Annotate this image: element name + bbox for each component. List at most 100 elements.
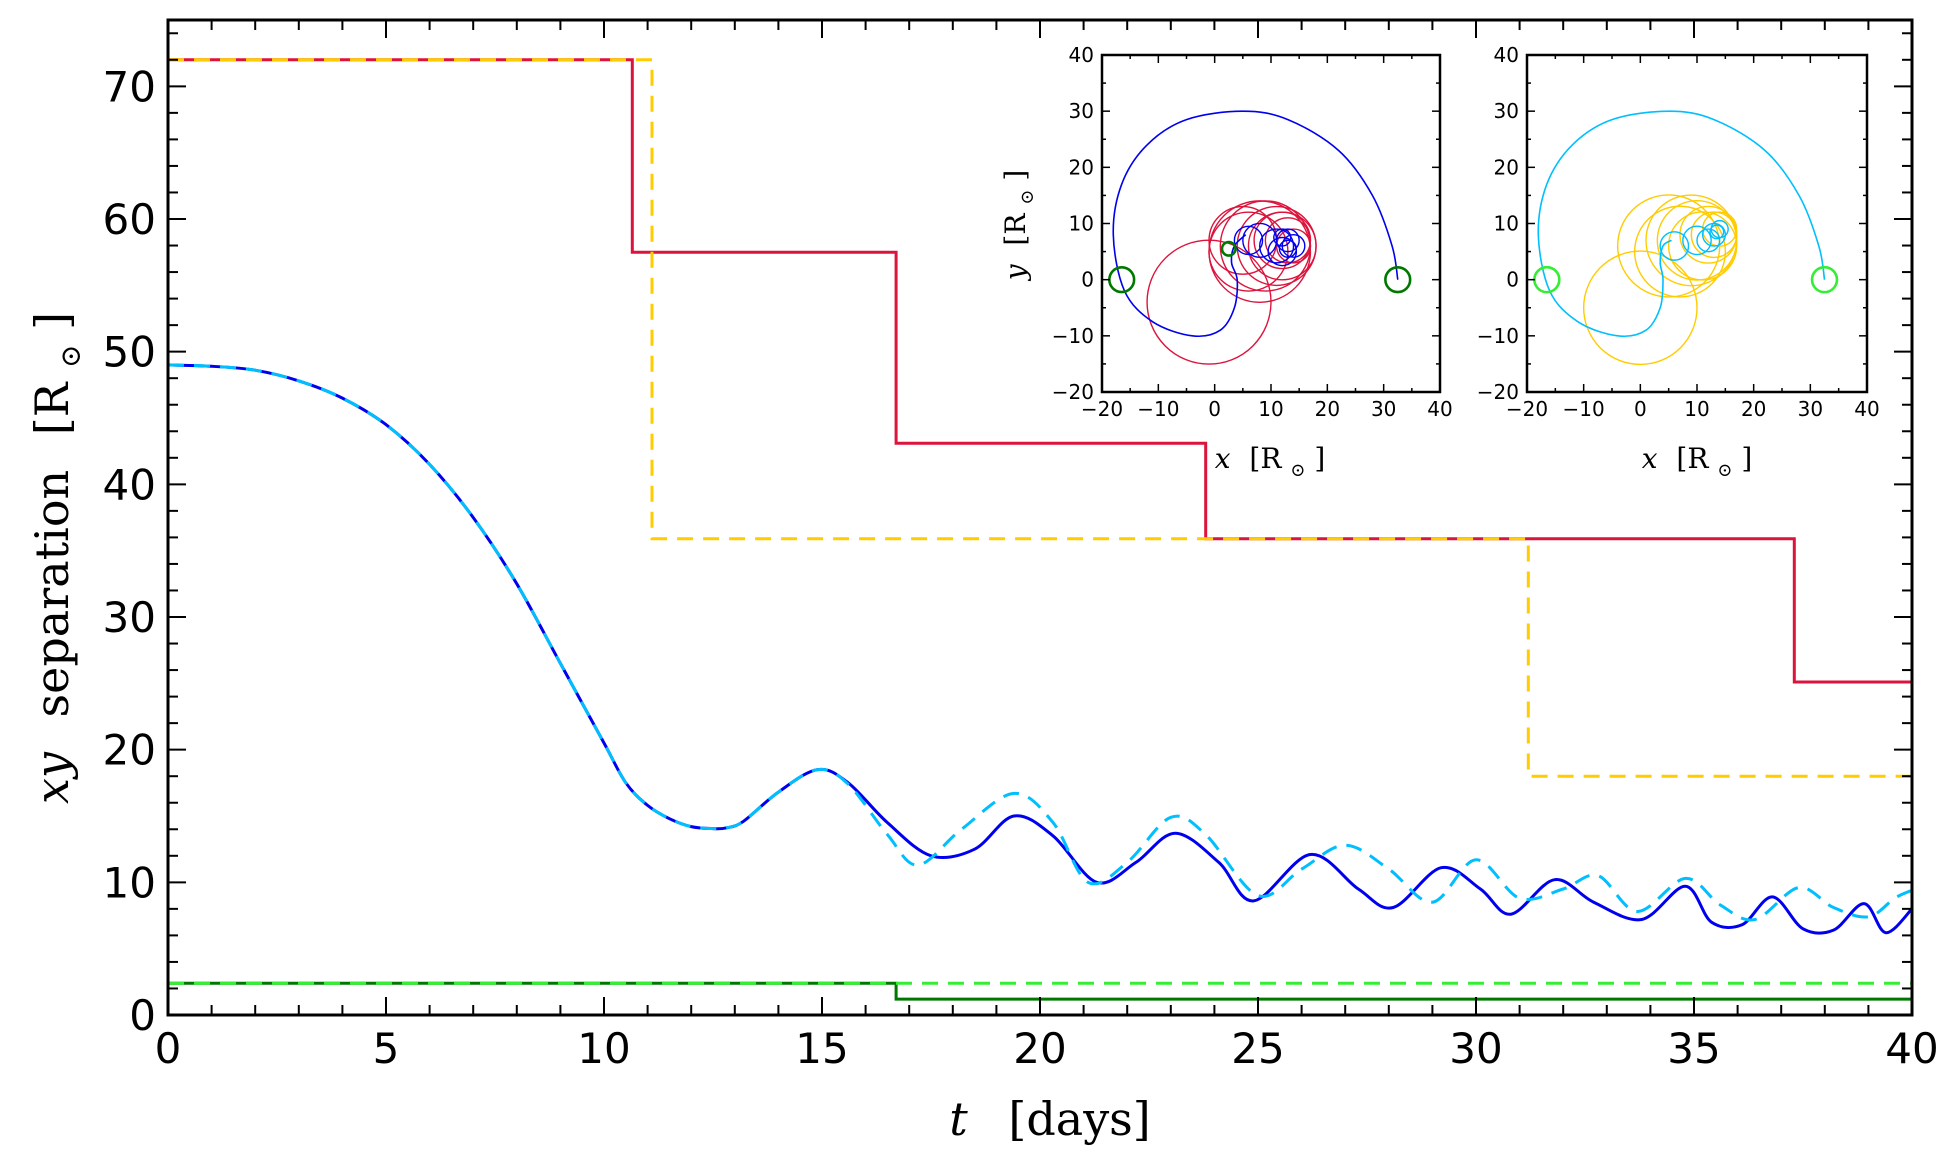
y-tick-label: 10 bbox=[103, 858, 156, 907]
inset-x-tick-label: 30 bbox=[1798, 397, 1823, 421]
inset-x-tick-label: 10 bbox=[1258, 397, 1283, 421]
main-tick-labels: 0 5 10 15 20 25 30 35 40 0 10 20 30 40 50 60 70 bbox=[103, 62, 1939, 1073]
inset-1-y-axis-title: y [R ⊙ ] bbox=[999, 170, 1040, 283]
step-series-3 bbox=[168, 981, 1912, 1001]
orbit-loop-a bbox=[1275, 228, 1312, 264]
separation-series-1 bbox=[167, 363, 1914, 935]
inset-1-y-unit-close: ] bbox=[999, 170, 1032, 181]
inset-y-tick-label: 40 bbox=[1494, 43, 1519, 67]
inset-x-tick-label: 40 bbox=[1427, 397, 1452, 421]
x-tick-label: 40 bbox=[1885, 1024, 1938, 1073]
inset-1-x-unit-sub: ⊙ bbox=[1290, 460, 1305, 481]
inset-plot-2: −20 −10 0 10 20 30 40 −20 −10 0 10 20 30 40 x [R ⊙ ] bbox=[1477, 43, 1880, 483]
step-series-2 bbox=[168, 58, 1912, 778]
main-y-axis-title: xy separation [R ⊙ ] bbox=[25, 312, 91, 804]
orbit-loop-a bbox=[1146, 239, 1272, 365]
inset-2-tick-labels: −20 −10 0 10 20 30 40 −20 −10 0 10 20 30 40 bbox=[1477, 43, 1880, 421]
y-axis-unit: [R bbox=[25, 381, 79, 435]
y-tick-label: 0 bbox=[129, 991, 156, 1040]
orbit-loop-a bbox=[1633, 205, 1727, 298]
orbit-loop-b bbox=[1233, 225, 1264, 256]
orbit-loop-b bbox=[1273, 228, 1292, 247]
main-series-group bbox=[167, 58, 1914, 1001]
inset-y-tick-label: −20 bbox=[1052, 380, 1094, 404]
separation-series-2 bbox=[167, 363, 1913, 922]
inset-y-tick-label: 10 bbox=[1494, 212, 1519, 236]
inset-1-x-unit-close: ] bbox=[1314, 442, 1325, 475]
inset-x-tick-label: −20 bbox=[1506, 397, 1548, 421]
orbit-loop-b bbox=[1696, 228, 1721, 253]
orbit-spiral bbox=[1112, 110, 1399, 337]
x-tick-label: 30 bbox=[1449, 1024, 1502, 1073]
inset-background bbox=[1527, 55, 1867, 392]
inset-x-tick-label: −10 bbox=[1137, 397, 1179, 421]
inset-2-series bbox=[1527, 55, 1867, 392]
inset-x-tick-label: 20 bbox=[1741, 397, 1766, 421]
inset-2-x-var: x bbox=[1642, 442, 1658, 475]
orbit-loop-a bbox=[1690, 211, 1738, 259]
y-tick-label: 60 bbox=[103, 195, 156, 244]
inset-x-tick-label: 30 bbox=[1371, 397, 1396, 421]
orbit-loop-b bbox=[1682, 225, 1712, 256]
main-plot: 0 5 10 15 20 25 30 35 40 0 10 20 30 40 50 60 70 t [days]… bbox=[25, 18, 1939, 1146]
x-tick-label: 10 bbox=[577, 1024, 630, 1073]
inset-y-tick-label: 40 bbox=[1069, 43, 1094, 67]
inset-y-tick-label: −10 bbox=[1052, 324, 1094, 348]
inset-1-x-var: x bbox=[1215, 442, 1231, 475]
inset-2-x-axis-title: x [R ⊙ ] bbox=[1642, 442, 1753, 483]
inset-2-x-unit-close: ] bbox=[1741, 442, 1752, 475]
y-tick-label: 70 bbox=[103, 62, 156, 111]
inset-x-tick-label: 10 bbox=[1684, 397, 1709, 421]
x-tick-label: 20 bbox=[1013, 1024, 1066, 1073]
inset-y-tick-label: 30 bbox=[1069, 99, 1094, 123]
y-tick-label: 30 bbox=[103, 593, 156, 642]
orbit-loop-b bbox=[1709, 224, 1725, 240]
inset-1-tick-labels: −20 −10 0 10 20 30 40 −20 −10 0 10 20 30 40 bbox=[1052, 43, 1453, 421]
inset-1-y-unit: [R bbox=[999, 213, 1032, 246]
main-ticks bbox=[167, 20, 1913, 1016]
x-tick-label: 25 bbox=[1231, 1024, 1284, 1073]
x-tick-label: 5 bbox=[373, 1024, 400, 1073]
inset-1-ticks bbox=[1101, 54, 1441, 393]
y-tick-label: 40 bbox=[103, 460, 156, 509]
inset-x-tick-label: 20 bbox=[1315, 397, 1340, 421]
inset-2-ticks bbox=[1526, 54, 1868, 393]
star-marker bbox=[1810, 265, 1839, 294]
y-axis-unit-sub: ⊙ bbox=[54, 345, 87, 368]
y-tick-label: 50 bbox=[103, 328, 156, 377]
x-axis-var: t bbox=[949, 1092, 968, 1146]
inset-y-tick-label: 30 bbox=[1494, 99, 1519, 123]
inset-y-tick-label: 10 bbox=[1069, 212, 1094, 236]
inset-1-y-unit-sub: ⊙ bbox=[1017, 190, 1038, 205]
x-axis-unit: [days] bbox=[1008, 1092, 1150, 1146]
inset-background bbox=[1102, 55, 1440, 392]
step-series-1 bbox=[168, 58, 1912, 684]
inset-2-x-unit-sub: ⊙ bbox=[1717, 460, 1732, 481]
inset-y-tick-label: 20 bbox=[1069, 155, 1094, 179]
x-tick-label: 15 bbox=[795, 1024, 848, 1073]
inset-x-tick-label: 40 bbox=[1854, 397, 1879, 421]
x-tick-label: 35 bbox=[1667, 1024, 1720, 1073]
orbit-loop-b bbox=[1278, 239, 1298, 258]
inset-1-x-unit: [R bbox=[1249, 442, 1282, 475]
y-axis-var: xy bbox=[25, 751, 79, 804]
inset-y-tick-label: 0 bbox=[1506, 268, 1519, 292]
orbit-loop-a bbox=[1701, 211, 1738, 247]
star-marker bbox=[1220, 240, 1237, 257]
inset-1-x-axis-title: x [R ⊙ ] bbox=[1215, 442, 1326, 483]
y-axis-text: separation bbox=[25, 470, 79, 718]
inset-2-x-unit: [R bbox=[1676, 442, 1709, 475]
inset-x-tick-label: −10 bbox=[1563, 397, 1605, 421]
inset-1-series bbox=[1102, 55, 1440, 392]
x-tick-label: 0 bbox=[155, 1024, 182, 1073]
orbit-loop-b bbox=[1275, 228, 1300, 253]
orbit-loop-b bbox=[1659, 231, 1690, 261]
inset-y-tick-label: −20 bbox=[1477, 380, 1519, 404]
y-axis-unit-close: ] bbox=[25, 312, 79, 330]
star-marker bbox=[1384, 265, 1412, 294]
orbit-loop-a bbox=[1582, 250, 1698, 366]
y-tick-label: 20 bbox=[103, 726, 156, 775]
inset-x-tick-label: 0 bbox=[1208, 397, 1221, 421]
inset-y-tick-label: −10 bbox=[1477, 324, 1519, 348]
